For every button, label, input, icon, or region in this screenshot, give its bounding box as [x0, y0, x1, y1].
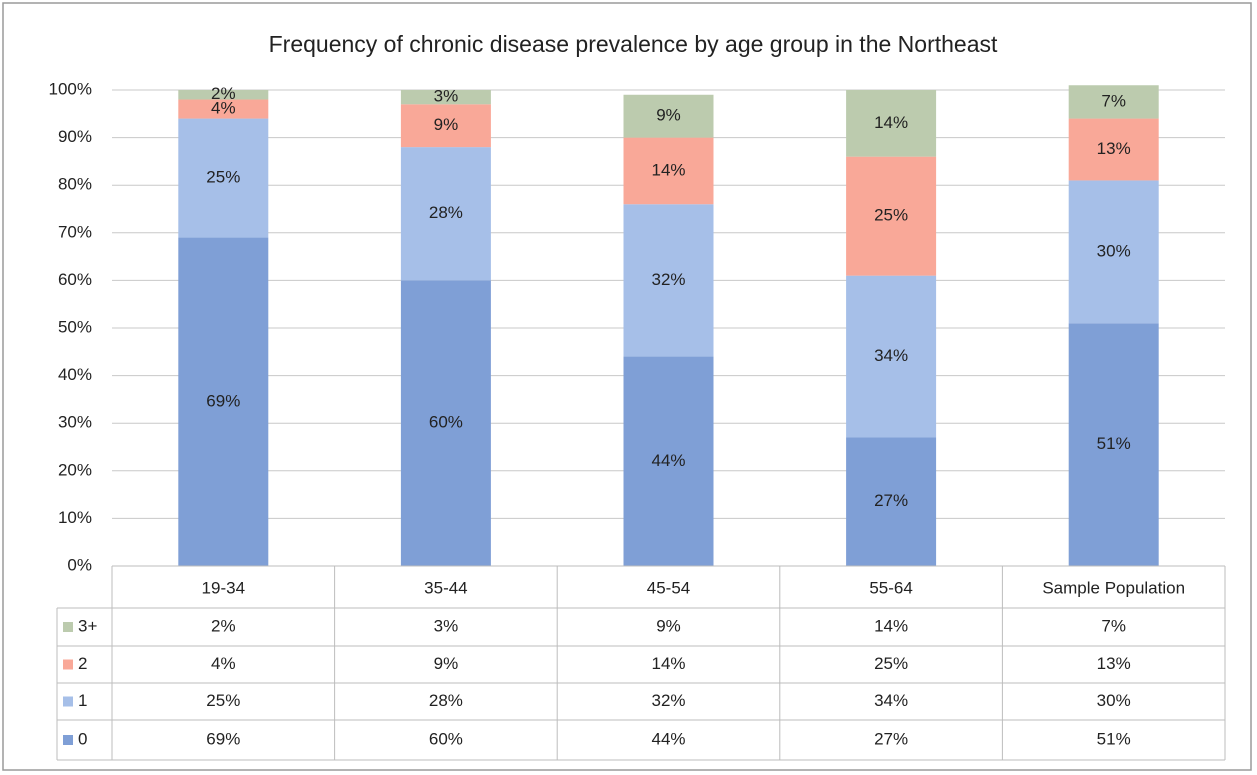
chart-title: Frequency of chronic disease prevalence …	[269, 31, 998, 57]
bar-segment	[1068, 323, 1159, 566]
legend-swatch	[63, 735, 73, 745]
y-tick-label: 90%	[58, 127, 92, 146]
table-cell: 4%	[211, 654, 236, 673]
x-tick-label: 35-44	[424, 578, 467, 597]
table-cell: 25%	[206, 691, 240, 710]
data-label: 14%	[874, 113, 908, 132]
x-tick-label: Sample Population	[1042, 578, 1185, 597]
data-label: 7%	[1101, 91, 1126, 110]
table-cell: 32%	[651, 691, 685, 710]
bar-segment	[846, 437, 937, 566]
table-cell: 14%	[874, 616, 908, 635]
legend-swatch	[63, 659, 73, 670]
data-label: 25%	[874, 206, 908, 225]
bar-segment	[623, 137, 714, 205]
data-label: 27%	[874, 491, 908, 510]
x-tick-label: 45-54	[647, 578, 690, 597]
table-cell: 9%	[656, 616, 681, 635]
bar-segment	[623, 94, 714, 138]
data-label: 44%	[651, 451, 685, 470]
y-tick-label: 70%	[58, 222, 92, 241]
bar-segment	[846, 275, 937, 438]
data-label: 28%	[429, 203, 463, 222]
table-cell: 28%	[429, 691, 463, 710]
legend-swatch	[63, 622, 73, 632]
data-label: 4%	[211, 99, 236, 118]
legend-label: 1	[78, 691, 87, 710]
y-tick-label: 0%	[67, 555, 92, 574]
x-tick-label: 55-64	[869, 578, 912, 597]
data-label: 51%	[1097, 434, 1131, 453]
data-label: 30%	[1097, 241, 1131, 260]
table-cell: 7%	[1101, 616, 1126, 635]
table-cell: 27%	[874, 729, 908, 748]
bar-segment	[846, 156, 937, 276]
data-label: 3%	[434, 87, 459, 106]
data-label: 13%	[1097, 139, 1131, 158]
table-cell: 30%	[1097, 691, 1131, 710]
bar-segment	[178, 99, 269, 119]
legend-label: 3+	[78, 616, 97, 635]
table-cell: 3%	[434, 616, 459, 635]
table-cell: 44%	[651, 729, 685, 748]
data-label: 32%	[651, 270, 685, 289]
table-cell: 51%	[1097, 729, 1131, 748]
bar-segment	[178, 118, 269, 238]
data-label: 25%	[206, 168, 240, 187]
data-label: 9%	[656, 106, 681, 125]
bar-segment	[846, 90, 937, 157]
y-tick-label: 20%	[58, 460, 92, 479]
data-label: 2%	[211, 84, 236, 103]
y-tick-label: 60%	[58, 270, 92, 289]
table-cell: 34%	[874, 691, 908, 710]
table-cell: 60%	[429, 729, 463, 748]
y-tick-label: 80%	[58, 175, 92, 194]
y-tick-label: 30%	[58, 413, 92, 432]
legend-label: 0	[78, 729, 87, 748]
data-label: 9%	[434, 115, 459, 134]
bar-segment	[400, 147, 491, 281]
bar-segment	[400, 280, 491, 566]
table-cell: 9%	[434, 654, 459, 673]
bar-segment	[400, 90, 491, 105]
data-label: 69%	[206, 391, 240, 410]
bar-segment	[623, 356, 714, 566]
table-cell: 69%	[206, 729, 240, 748]
data-label: 14%	[651, 160, 685, 179]
table-cell: 2%	[211, 616, 236, 635]
legend-label: 2	[78, 654, 87, 673]
y-tick-label: 40%	[58, 365, 92, 384]
bar-segment	[178, 90, 269, 100]
table-cell: 25%	[874, 654, 908, 673]
bar-segment	[178, 237, 269, 566]
bar-segment	[1068, 118, 1159, 181]
y-tick-label: 100%	[49, 79, 92, 98]
bar-segment	[1068, 85, 1159, 119]
bar-segment	[623, 204, 714, 357]
table-cell: 14%	[651, 654, 685, 673]
y-tick-label: 50%	[58, 317, 92, 336]
bar-segment	[1068, 180, 1159, 324]
bar-segment	[400, 104, 491, 148]
y-tick-label: 10%	[58, 508, 92, 527]
x-tick-label: 19-34	[202, 578, 245, 597]
table-cell: 13%	[1097, 654, 1131, 673]
data-label: 34%	[874, 346, 908, 365]
legend-swatch	[63, 696, 73, 707]
data-label: 60%	[429, 413, 463, 432]
